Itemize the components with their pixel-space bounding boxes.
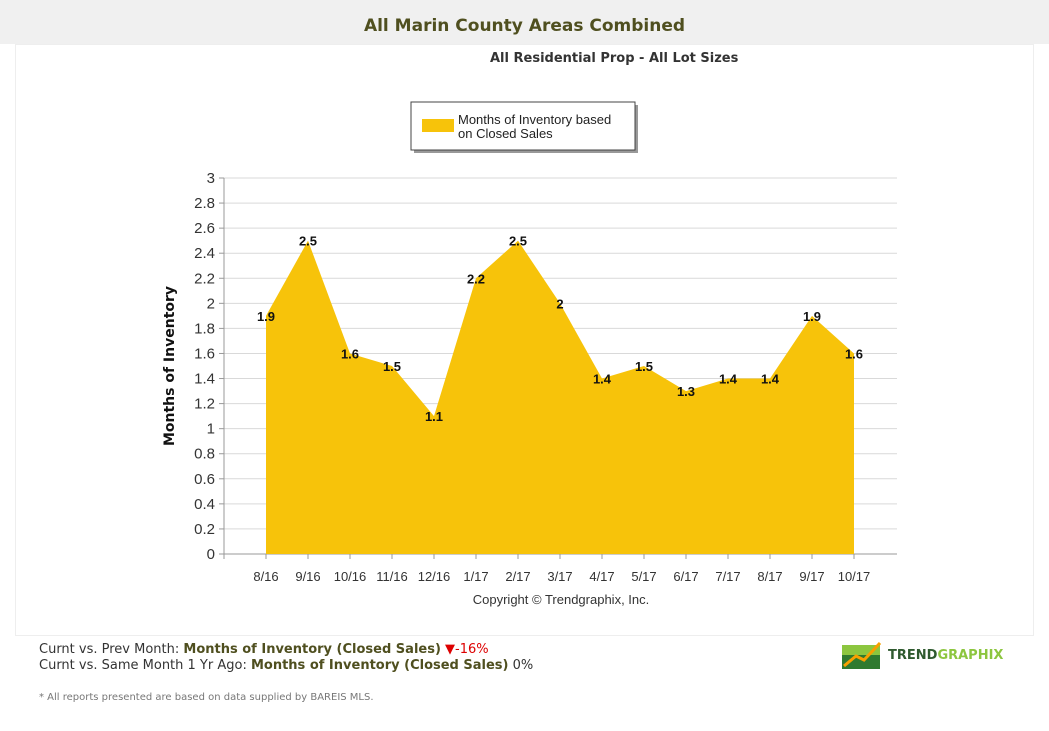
x-tick-label: 9/17 bbox=[799, 569, 824, 584]
stat-row-year-ago: Curnt vs. Same Month 1 Yr Ago: Months of… bbox=[39, 658, 533, 673]
data-label: 1.5 bbox=[635, 359, 653, 374]
data-label: 1.6 bbox=[845, 346, 863, 361]
logo-text-graphix: GRAPHIX bbox=[937, 648, 1004, 663]
y-tick-label: 1.8 bbox=[194, 320, 215, 337]
y-tick-label: 2.2 bbox=[194, 270, 215, 287]
y-tick-label: 0 bbox=[207, 546, 215, 563]
x-tick-label: 4/17 bbox=[589, 569, 614, 584]
y-tick-label: 1 bbox=[207, 421, 215, 438]
y-tick-label: 0.2 bbox=[194, 521, 215, 538]
data-label: 2.5 bbox=[509, 234, 527, 249]
down-arrow-icon: ▼ bbox=[445, 642, 456, 657]
x-tick-label: 12/16 bbox=[418, 569, 451, 584]
x-tick-label: 9/16 bbox=[295, 569, 320, 584]
legend-label: on Closed Sales bbox=[458, 126, 553, 141]
stat-row-prev-month: Curnt vs. Prev Month: Months of Inventor… bbox=[39, 642, 489, 657]
y-tick-label: 3 bbox=[207, 170, 215, 187]
x-tick-label: 10/17 bbox=[838, 569, 871, 584]
area-chart: 0 0.2 0.4 0.6 0.8 1 1.2 1.4 1.6 1.8 2 2.2 2.4 2.6 2.8 3… bbox=[162, 101, 897, 607]
data-label: 2 bbox=[556, 296, 563, 311]
data-label: 2.2 bbox=[467, 271, 485, 286]
data-label: 1.9 bbox=[803, 309, 821, 324]
y-tick-label: 2.8 bbox=[194, 195, 215, 212]
y-tick-label: 2.4 bbox=[194, 245, 215, 262]
copyright-label: Copyright © Trendgraphix, Inc. bbox=[473, 592, 650, 607]
y-tick-label: 0.4 bbox=[194, 496, 215, 513]
legend-label: Months of Inventory based bbox=[458, 112, 611, 127]
x-tick-label: 10/16 bbox=[334, 569, 367, 584]
y-axis-title: Months of Inventory bbox=[162, 286, 178, 446]
y-tick-label: 0.8 bbox=[194, 446, 215, 463]
trendgraphix-logo: TRENDGRAPHIX bbox=[842, 642, 1012, 670]
footnote: * All reports presented are based on dat… bbox=[39, 692, 374, 703]
data-label: 1.4 bbox=[719, 372, 738, 387]
data-label: 1.4 bbox=[593, 372, 612, 387]
stat-metric: Months of Inventory (Closed Sales) bbox=[183, 642, 441, 657]
x-tick-label: 5/17 bbox=[631, 569, 656, 584]
data-label: 1.6 bbox=[341, 346, 359, 361]
logo-text-trend: TREND bbox=[888, 648, 938, 663]
y-tick-label: 1.4 bbox=[194, 371, 215, 388]
legend-swatch bbox=[422, 119, 454, 132]
y-tick-label: 1.2 bbox=[194, 396, 215, 413]
y-tick-label: 1.6 bbox=[194, 345, 215, 362]
x-tick-label: 8/17 bbox=[757, 569, 782, 584]
stat-metric: Months of Inventory (Closed Sales) bbox=[250, 658, 509, 673]
data-label: 2.5 bbox=[299, 234, 317, 249]
stat-change: 0% bbox=[512, 658, 534, 673]
stat-change: -16% bbox=[455, 642, 489, 657]
y-tick-label: 0.6 bbox=[194, 471, 215, 488]
trend-chart-icon bbox=[842, 642, 882, 669]
data-label: 1.5 bbox=[383, 359, 401, 374]
y-tick-label: 2 bbox=[207, 295, 215, 312]
x-tick-label: 7/17 bbox=[715, 569, 740, 584]
area-series bbox=[266, 240, 854, 554]
x-tick-label: 3/17 bbox=[547, 569, 572, 584]
stat-prefix: Curnt vs. Prev Month: bbox=[39, 642, 184, 657]
x-tick-label: 11/16 bbox=[376, 569, 408, 584]
data-label: 1.4 bbox=[761, 372, 780, 387]
stat-prefix: Curnt vs. Same Month 1 Yr Ago: bbox=[39, 658, 251, 673]
y-tick-label: 2.6 bbox=[194, 220, 215, 237]
data-label: 1.3 bbox=[677, 384, 695, 399]
page-title: All Marin County Areas Combined bbox=[363, 16, 686, 36]
chart-title: All Residential Prop - All Lot Sizes bbox=[490, 51, 739, 66]
x-tick-label: 1/17 bbox=[463, 569, 488, 584]
header-bar bbox=[0, 0, 1049, 44]
data-label: 1.9 bbox=[257, 309, 275, 324]
x-tick-label: 8/16 bbox=[253, 569, 278, 584]
x-tick-label: 6/17 bbox=[673, 569, 698, 584]
x-tick-label: 2/17 bbox=[505, 569, 530, 584]
data-label: 1.1 bbox=[425, 409, 443, 424]
